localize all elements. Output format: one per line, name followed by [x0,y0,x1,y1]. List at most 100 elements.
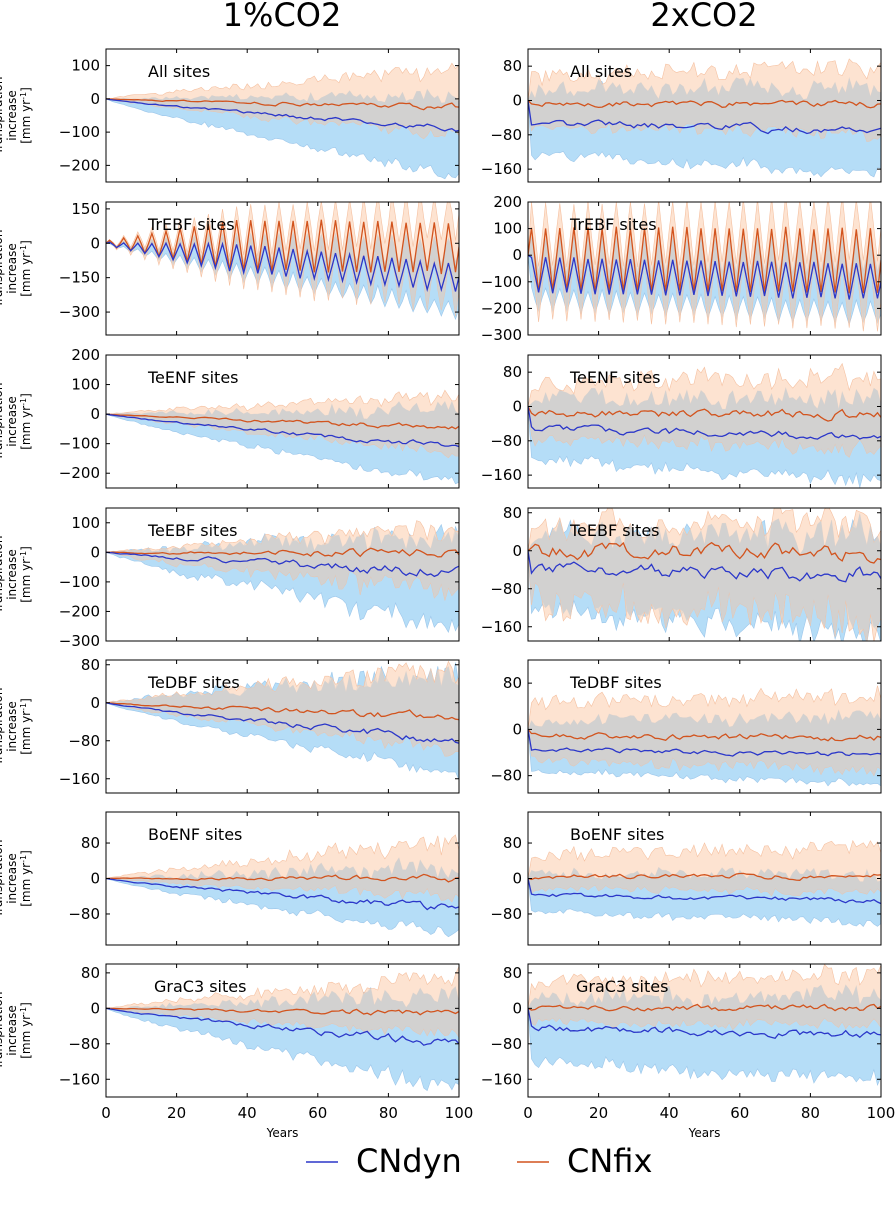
cndyn-series-line [528,254,881,300]
cndyn-series-line [528,729,881,757]
panel-1pctCO2-teebf-sites: 100 0 −100 −200 −300 TeEBF sites Transpiration… [0,507,460,650]
y-axis-label-line: Transpiration [0,840,5,919]
y-axis-label-line: Transpiration [0,230,5,309]
cndyn-series-line [106,413,459,448]
y-axis-label-line: [mm yr [19,863,33,907]
ytick-label: 0 [512,397,522,415]
cndyn-series-line [106,702,459,744]
y-axis-label-line: Transpiration [0,77,5,156]
panel-title: TeEBF sites [569,521,660,540]
panel-title: GraC3 sites [576,977,668,996]
y-axis-label-line: ] [19,240,33,245]
y-axis-label-superscript: -1 [19,1007,28,1015]
panel-1pctCO2-trebf-sites: 150 0 −150 −300 TrEBF sites Transpirationincr… [0,200,460,336]
ytick-label: 80 [503,363,522,381]
cnfix-series-line [106,98,459,111]
ytick-label: −100 [59,573,100,591]
y-axis-label: Transpirationincrease[mm yr-1] [0,688,33,767]
y-axis-label-superscript: -1 [19,92,28,100]
overlap-band [106,666,459,757]
ytick-label: −100 [59,435,100,453]
panel-title: TeEBF sites [147,521,238,540]
plot-area [528,685,881,787]
panel-frame [105,963,460,1098]
cndyn-series-line [106,551,459,578]
ytick-label: 0 [512,246,522,264]
cnfix-series-line [106,873,459,883]
ytick-label: 0 [90,870,100,888]
ytick-label: 80 [503,504,522,522]
plot-area [528,508,881,641]
panel-frame [527,354,882,489]
overlap-band [106,528,459,601]
plot-area [106,520,459,633]
cndyn-series-line [528,878,881,905]
plot-area [528,58,881,178]
ytick-label: −80 [490,432,522,450]
ytick-label: 0 [90,405,100,423]
plot-area [106,834,459,938]
overlap-band [106,857,459,902]
xtick-label: 80 [379,1104,398,1122]
panel-frame [105,354,460,489]
xtick-label: 60 [730,1104,749,1122]
cndyn-series-line [528,550,881,583]
ytick-label: 200 [71,346,100,364]
ytick-label: −300 [59,303,100,321]
y-axis-label: Transpirationincrease[mm yr-1] [0,840,33,919]
cnfix-series-line [106,702,459,721]
ytick-label: 80 [503,964,522,982]
plot-area [106,966,459,1092]
cndyn-series-line [106,877,459,911]
ytick-label: 0 [90,234,100,252]
y-axis-label-line: increase [5,549,19,600]
panel-frame [527,507,882,642]
ytick-label: −80 [490,580,522,598]
y-axis-label-line: ] [19,546,33,551]
overlap-band [528,77,881,142]
x-axis-label: Years [266,1126,299,1140]
panel-frame [527,659,882,794]
column-title-left: 1%CO2 [223,0,342,34]
cnfix-series-line [106,1007,459,1016]
ytick-label: 100 [71,57,100,75]
y-axis-label: Transpirationincrease[mm yr-1] [0,536,33,615]
ytick-label: 0 [90,694,100,712]
plot-area [106,660,459,781]
panel-frame [105,201,460,336]
cnfix-series-line [528,1003,881,1012]
x-axis-label: Years [688,1126,721,1140]
ytick-label: −100 [481,273,522,291]
cnfix-series-line [106,219,459,275]
panel-1pctCO2-tedbf-sites: 80 0 −80 −160 TeDBF sites Transpirationincrea… [0,656,460,794]
ytick-label: 80 [503,834,522,852]
cndyn-series-line [106,1007,459,1046]
ytick-label: −200 [59,156,100,174]
ytick-label: 100 [71,514,100,532]
ytick-label: −160 [481,618,522,636]
ytick-label: −80 [490,1035,522,1053]
ytick-label: 0 [90,999,100,1017]
ytick-label: −300 [59,632,100,650]
panel-title: BoENF sites [570,825,664,844]
plot-area [106,62,459,180]
panel-title: GraC3 sites [154,977,246,996]
y-axis-label-superscript: -1 [19,398,28,406]
cnfix-series-line [528,406,881,422]
ytick-label: 0 [512,999,522,1017]
panel-frame [105,507,460,642]
y-axis-label-superscript: -1 [19,551,28,559]
ytick-label: 100 [71,376,100,394]
panel-frame [105,659,460,794]
overlap-band [528,710,881,776]
ytick-label: −80 [490,767,522,785]
xtick-label: 20 [167,1104,186,1122]
panel-2xCO2-tedbf-sites: 80 0 −80 TeDBF sites [490,659,882,794]
y-axis-label-line: increase [5,396,19,447]
panel-frame [527,48,882,183]
legend: CNdyn CNfix [306,1142,652,1180]
y-axis-label-line: [mm yr [19,406,33,450]
